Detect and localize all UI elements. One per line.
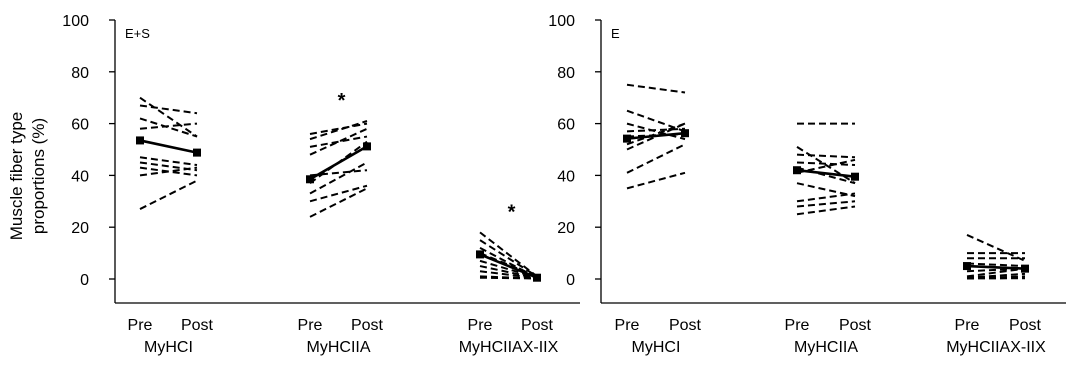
y-tick-label: 60: [71, 117, 89, 134]
individual-line: [310, 186, 367, 202]
y-tick-label: 0: [566, 272, 575, 289]
y-tick-label: 80: [557, 65, 575, 82]
y-tick-label: 40: [557, 168, 575, 185]
individual-line: [140, 98, 197, 137]
significance-marker: *: [508, 201, 516, 223]
panel-label: E+S: [125, 26, 150, 41]
group-label: MyHCI: [144, 339, 193, 356]
x-tick-label: Pre: [298, 317, 323, 334]
y-tick-label: 40: [71, 168, 89, 185]
y-tick-label: 20: [557, 220, 575, 237]
mean-marker: [476, 250, 484, 258]
individual-line: [797, 155, 855, 158]
mean-marker: [681, 129, 689, 137]
individual-line: [310, 121, 367, 139]
y-axis-label-line1: Muscle fiber type: [7, 112, 26, 241]
group-label: MyHCIIA: [794, 339, 858, 356]
individual-line: [140, 105, 197, 113]
group-label: MyHCIIAX-IIX: [946, 339, 1046, 356]
individual-line: [797, 206, 855, 214]
individual-line: [140, 157, 197, 165]
individual-line: [967, 235, 1025, 261]
x-tick-label: Pre: [128, 317, 153, 334]
mean-marker: [963, 262, 971, 270]
individual-line: [480, 278, 537, 279]
mean-line: [140, 140, 197, 152]
mean-marker: [793, 166, 801, 174]
individual-line: [310, 188, 367, 216]
mean-line: [797, 170, 855, 176]
significance-marker: *: [338, 90, 346, 112]
mean-marker: [363, 142, 371, 150]
mean-marker: [306, 175, 314, 183]
y-tick-label: 100: [62, 13, 89, 30]
y-tick-label: 80: [71, 65, 89, 82]
mean-marker: [1021, 265, 1029, 273]
mean-marker: [851, 173, 859, 181]
mean-marker: [533, 274, 541, 282]
mean-marker: [623, 135, 631, 143]
individual-line: [627, 129, 685, 132]
individual-line: [797, 194, 855, 202]
group-label: MyHCIIA: [307, 339, 371, 356]
x-tick-label: Pre: [615, 317, 640, 334]
x-tick-label: Post: [521, 317, 554, 334]
panel-label: E: [611, 26, 620, 41]
x-tick-label: Post: [669, 317, 702, 334]
x-tick-label: Post: [839, 317, 872, 334]
mean-marker: [193, 149, 201, 157]
y-axis-label-line2: proportions (%): [29, 118, 48, 234]
group-label: MyHCI: [632, 339, 681, 356]
individual-line: [140, 124, 197, 129]
individual-line: [627, 85, 685, 93]
x-tick-label: Pre: [785, 317, 810, 334]
group-label: MyHCIIAX-IIX: [459, 339, 559, 356]
individual-line: [310, 137, 367, 147]
y-tick-label: 100: [548, 13, 575, 30]
y-tick-label: 20: [71, 220, 89, 237]
x-tick-label: Post: [1009, 317, 1042, 334]
x-tick-label: Post: [181, 317, 214, 334]
individual-line: [797, 201, 855, 206]
x-tick-label: Post: [351, 317, 384, 334]
individual-line: [140, 118, 197, 136]
y-tick-label: 60: [557, 117, 575, 134]
x-tick-label: Pre: [955, 317, 980, 334]
mean-marker: [136, 136, 144, 144]
y-tick-label: 0: [80, 272, 89, 289]
individual-line: [310, 124, 367, 134]
individual-line: [627, 173, 685, 189]
individual-line: [140, 181, 197, 209]
mean-line: [310, 146, 367, 179]
individual-line: [627, 144, 685, 172]
x-tick-label: Pre: [468, 317, 493, 334]
